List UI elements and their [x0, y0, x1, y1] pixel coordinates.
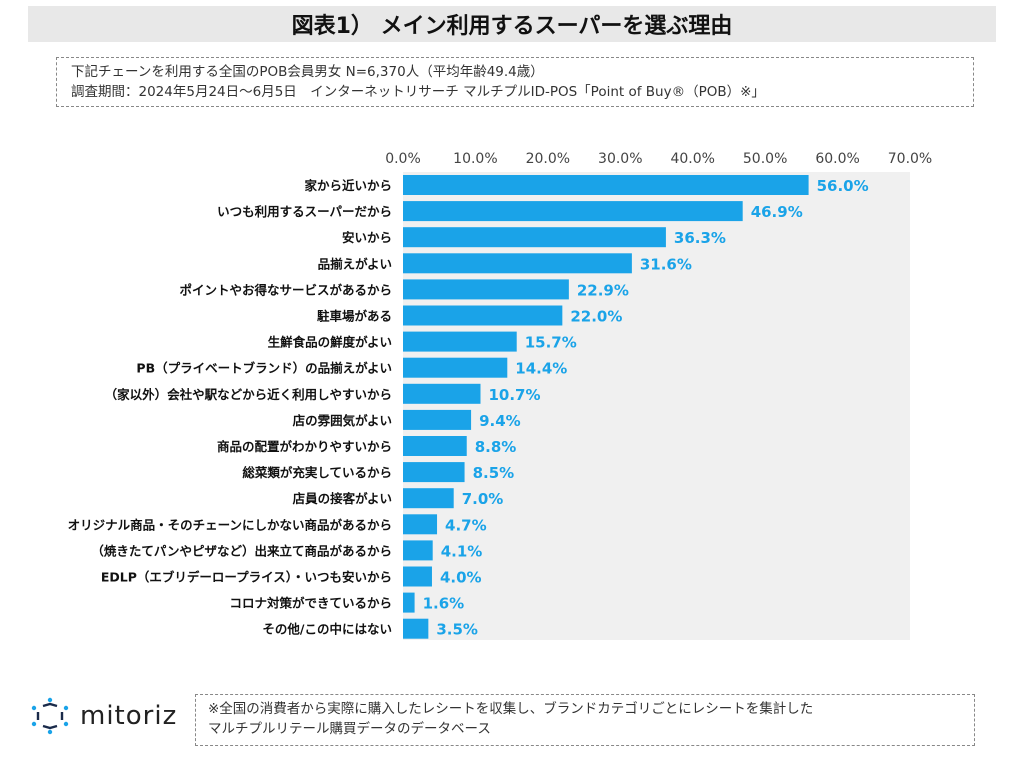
category-label: 商品の配置がわかりやすいから [217, 439, 392, 454]
plot-area [403, 172, 910, 640]
category-label: PB（プライベートブランド）の品揃えがよい [136, 361, 392, 376]
data-label: 8.8% [475, 438, 517, 456]
bar [403, 357, 508, 378]
data-label: 8.5% [473, 464, 515, 482]
bar [403, 618, 429, 639]
title-bar: 図表1） メイン利用するスーパーを選ぶ理由 [28, 6, 996, 42]
bar [403, 305, 563, 326]
category-label: 店員の接客がよい [293, 491, 392, 506]
category-label: （焼きたてパンやピザなど）出来立て商品があるから [91, 543, 392, 558]
bar [403, 540, 433, 561]
category-label: 駐車場がある [317, 309, 392, 324]
category-label: コロナ対策ができているから [229, 596, 392, 611]
category-label: 総菜類が充実しているから [242, 465, 392, 480]
footer-note: ※全国の消費者から実際に購入したレシートを収集し、ブランドカテゴリごとにレシート… [195, 694, 975, 746]
x-tick-label: 20.0% [526, 151, 570, 167]
bar [403, 409, 472, 430]
mitoriz-logo: mitoriz [28, 696, 177, 736]
data-label: 22.9% [577, 281, 629, 299]
bar [403, 279, 569, 300]
bar [403, 331, 517, 352]
bar [403, 462, 465, 483]
data-label: 22.0% [570, 308, 622, 326]
x-tick-label: 50.0% [743, 151, 787, 167]
footer-note-line-1: ※全国の消費者から実際に購入したレシートを収集し、ブランドカテゴリごとにレシート… [208, 701, 814, 717]
data-label: 7.0% [462, 490, 504, 508]
survey-info-line-1: 下記チェーンを利用する全国のPOB会員男女 N=6,370人（平均年齢49.4歳… [71, 64, 544, 80]
footer-note-line-2: マルチプルリテール購買データのデータベース [208, 721, 491, 737]
survey-info-line-2: 調査期間：2024年5月24日～6月5日 インターネットリサーチ マルチプルID… [71, 84, 765, 100]
bar [403, 566, 432, 587]
x-tick-label: 70.0% [888, 151, 932, 167]
category-label: 品揃えがよい [318, 256, 392, 271]
data-label: 4.7% [445, 516, 487, 534]
x-tick-label: 60.0% [815, 151, 859, 167]
x-tick-label: 40.0% [670, 151, 714, 167]
category-label: オリジナル商品・そのチェーンにしかない商品があるから [68, 517, 392, 532]
data-label: 36.3% [674, 229, 726, 247]
category-label: その他/この中にはない [262, 622, 392, 637]
category-label: 安いから [342, 230, 392, 245]
survey-info-box: 下記チェーンを利用する全国のPOB会員男女 N=6,370人（平均年齢49.4歳… [56, 57, 974, 107]
x-tick-label: 0.0% [385, 151, 421, 167]
data-label: 3.5% [436, 621, 478, 639]
page-title: 図表1） メイン利用するスーパーを選ぶ理由 [291, 14, 733, 39]
bar [403, 436, 467, 456]
data-label: 15.7% [525, 334, 577, 352]
data-label: 4.0% [440, 569, 482, 587]
category-label: 生鮮食品の鮮度がよい [268, 335, 392, 350]
bar [403, 383, 481, 404]
data-label: 9.4% [479, 412, 521, 430]
mitoriz-logo-icon [31, 697, 69, 735]
bar [403, 201, 743, 222]
data-label: 46.9% [751, 203, 803, 221]
bar [403, 175, 809, 195]
category-label: いつも利用するスーパーだから [217, 204, 392, 219]
bar [403, 514, 438, 535]
bar [403, 253, 632, 274]
data-label: 14.4% [515, 360, 567, 378]
data-label: 56.0% [817, 177, 869, 195]
category-label: （家以外）会社や駅などから近く利用しやすいから [105, 387, 392, 402]
category-label: ポイントやお得なサービスがあるから [179, 282, 392, 297]
bar [403, 227, 666, 248]
x-tick-label: 10.0% [453, 151, 497, 167]
logo-text: mitoriz [80, 701, 178, 731]
data-label: 31.6% [640, 255, 692, 273]
data-label: 1.6% [423, 595, 465, 613]
category-label: EDLP（エブリデーロープライス）・いつも安いから [101, 570, 392, 585]
category-label: 店の雰囲気がよい [293, 413, 392, 428]
category-label: 家から近いから [304, 178, 392, 193]
x-tick-label: 30.0% [598, 151, 642, 167]
data-label: 10.7% [488, 386, 540, 404]
bar [403, 488, 454, 509]
bar [403, 592, 415, 613]
data-label: 4.1% [441, 542, 483, 560]
